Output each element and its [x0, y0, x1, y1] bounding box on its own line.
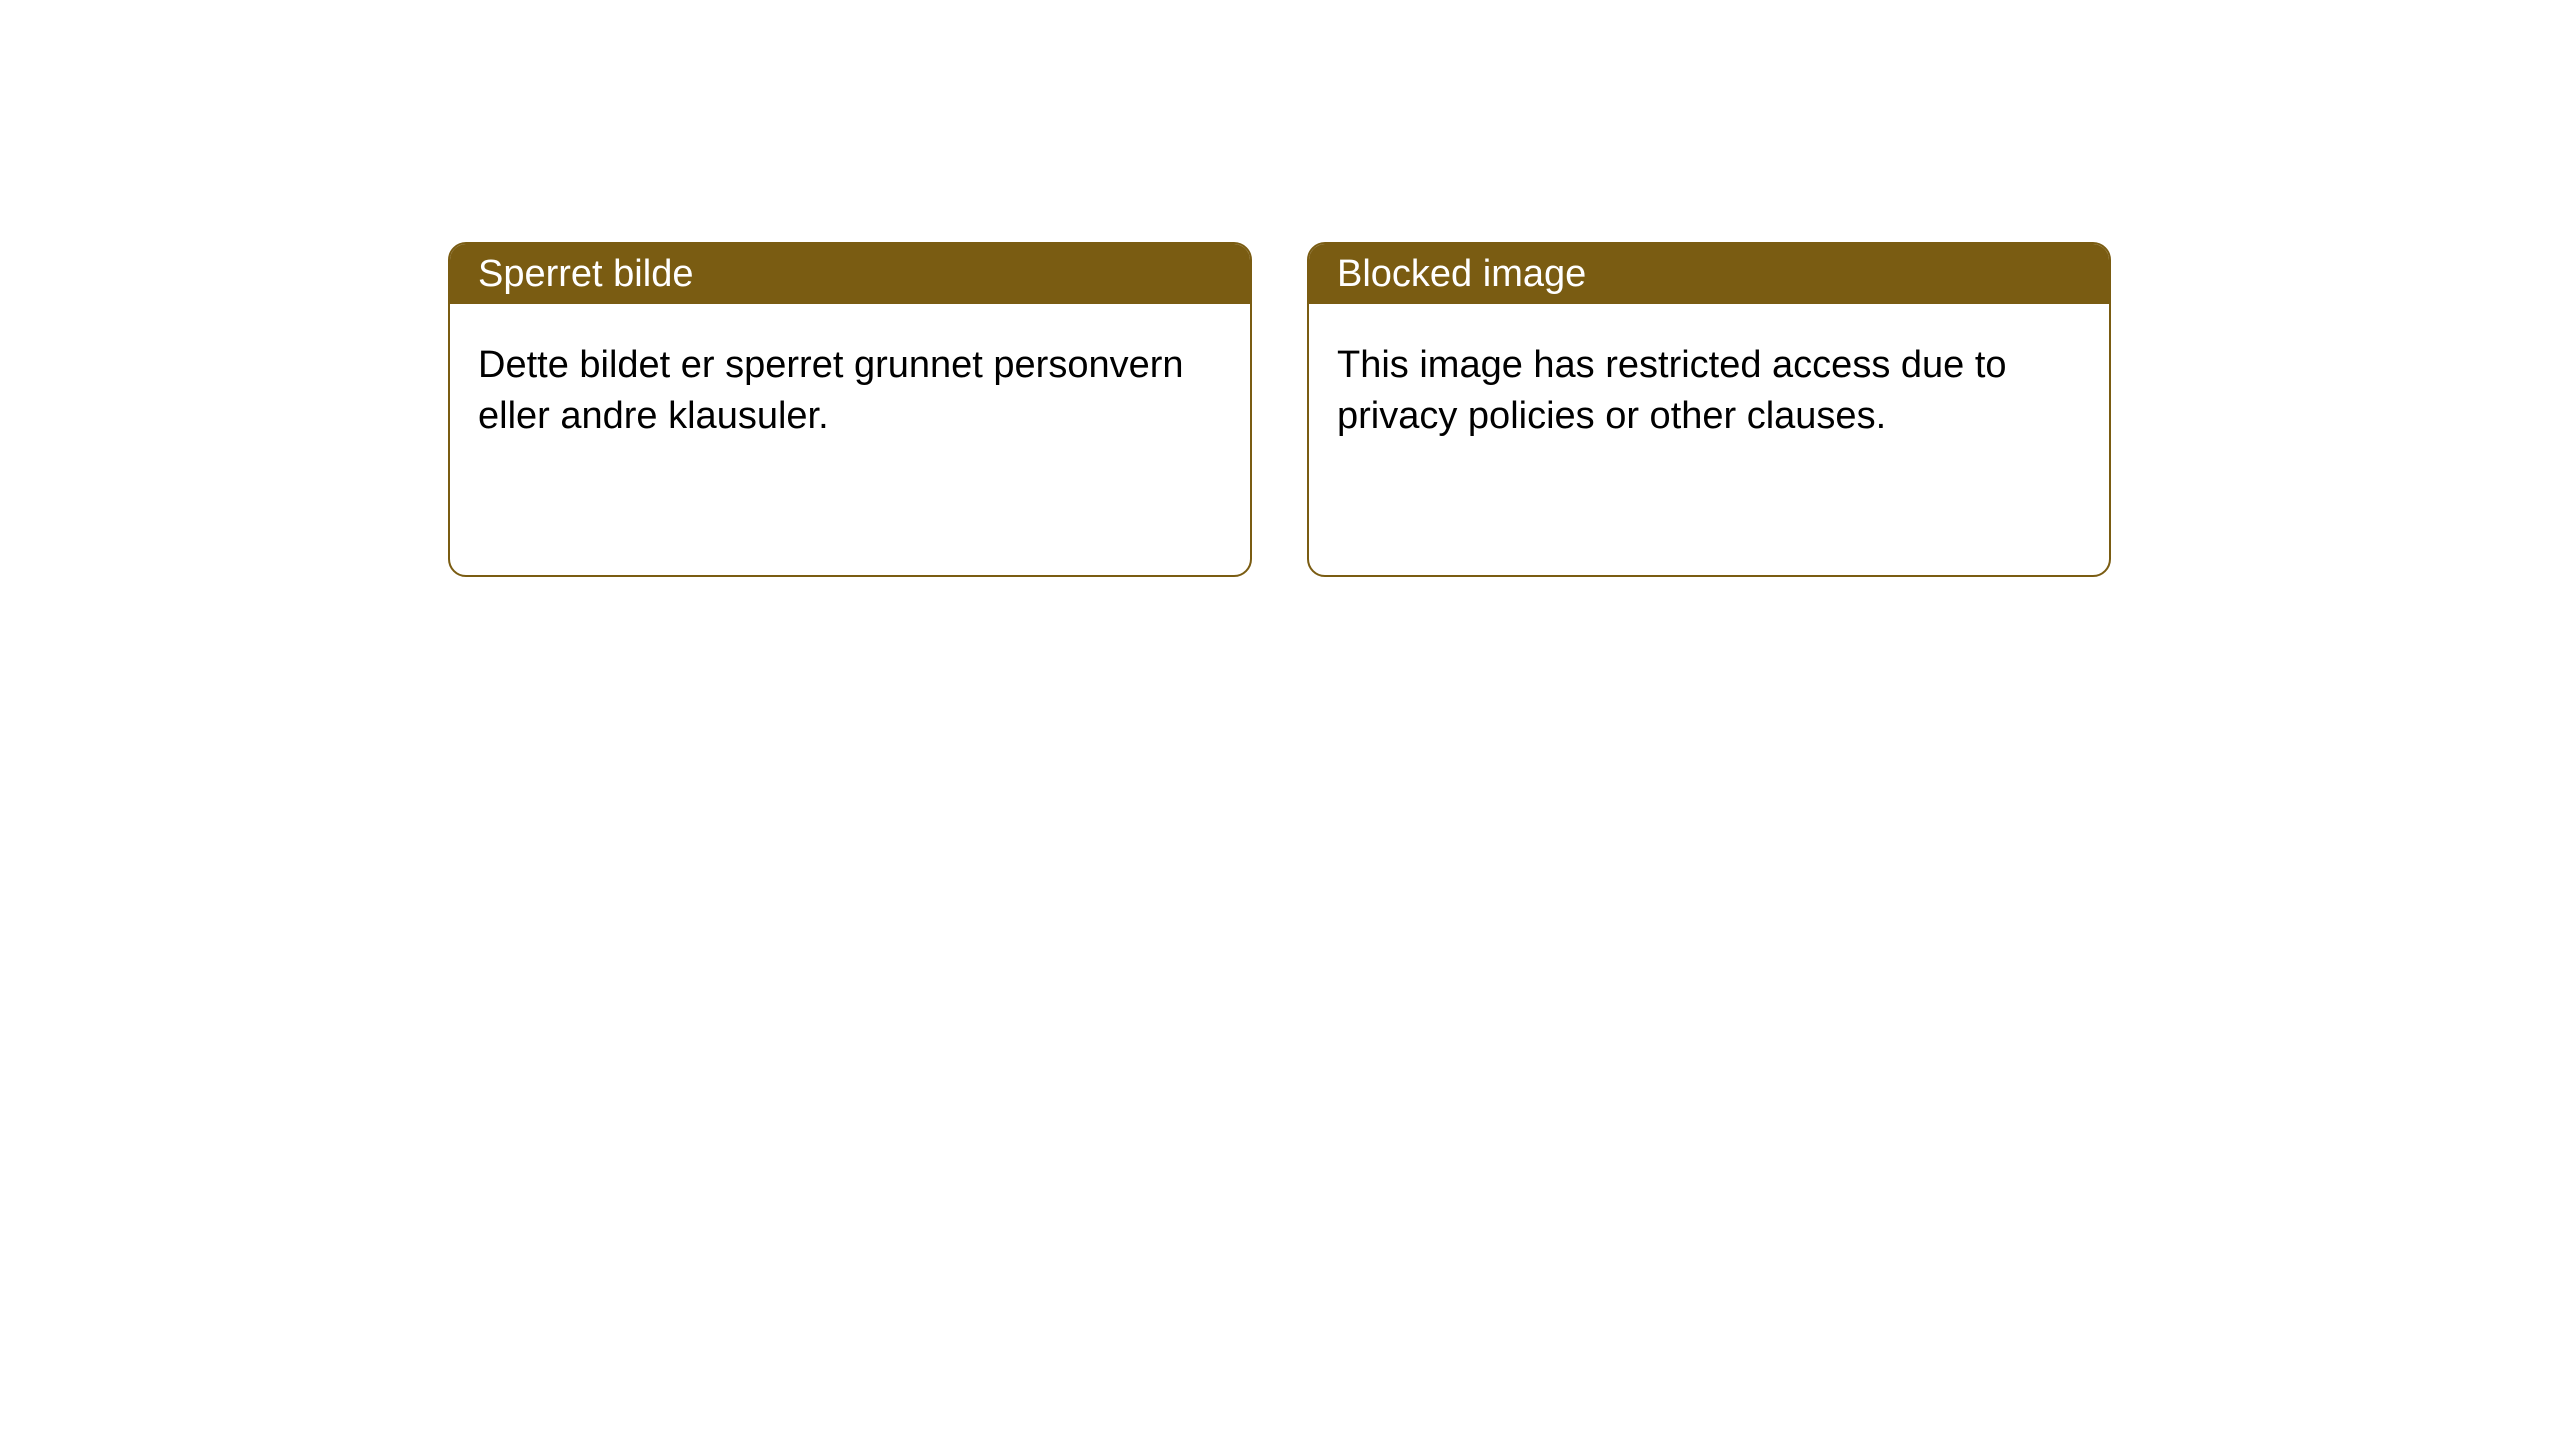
notice-card-message: Dette bildet er sperret grunnet personve… [478, 344, 1184, 437]
notice-card-message: This image has restricted access due to … [1337, 344, 2007, 437]
notice-card-header: Blocked image [1309, 244, 2109, 304]
notice-card-body: Dette bildet er sperret grunnet personve… [450, 304, 1250, 479]
notice-card-norwegian: Sperret bilde Dette bildet er sperret gr… [448, 242, 1252, 577]
notice-card-body: This image has restricted access due to … [1309, 304, 2109, 479]
notice-card-title: Blocked image [1337, 253, 1586, 296]
notice-card-english: Blocked image This image has restricted … [1307, 242, 2111, 577]
notice-card-title: Sperret bilde [478, 253, 693, 296]
notice-cards-container: Sperret bilde Dette bildet er sperret gr… [448, 242, 2111, 577]
notice-card-header: Sperret bilde [450, 244, 1250, 304]
